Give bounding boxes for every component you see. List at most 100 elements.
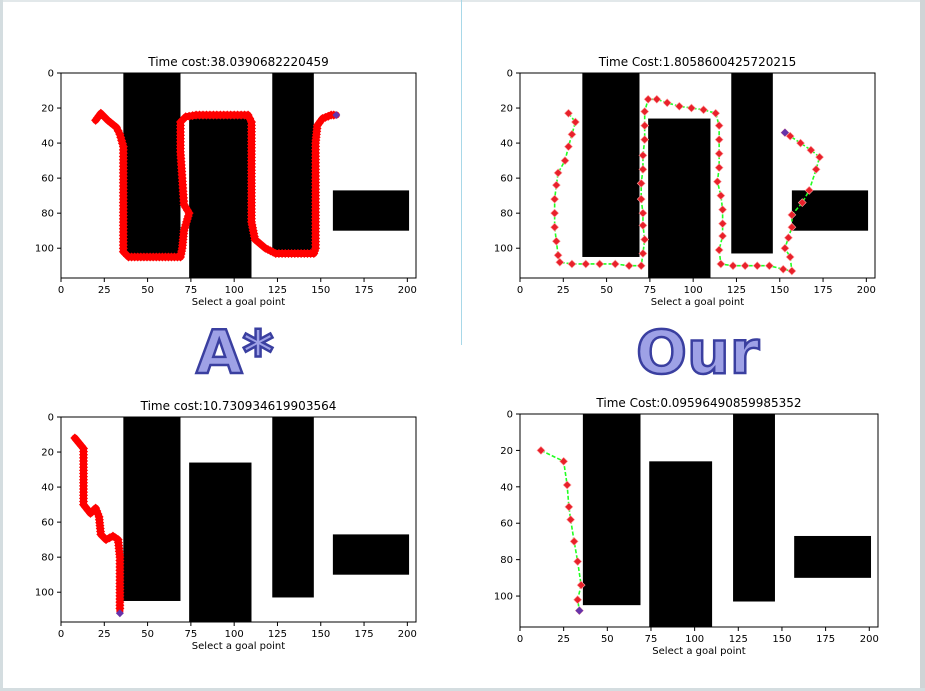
x-tick-label: 150 — [311, 285, 330, 296]
ours-path-marker — [640, 235, 650, 244]
obstacle-1 — [582, 414, 641, 606]
ours-path-marker — [718, 205, 727, 215]
chart-panel-4: Time Cost:0.09596490859985352 0 25 50 75 100 1… — [494, 396, 879, 657]
x-tick-label: 200 — [857, 285, 876, 296]
ours-path-marker — [640, 121, 650, 130]
x-tick-label: 75 — [644, 285, 657, 296]
x-axis-label: Select a goal point — [192, 297, 285, 308]
ours-path-marker — [595, 259, 605, 269]
y-tick-label: 40 — [41, 483, 54, 494]
ours-path-marker — [718, 219, 727, 229]
ours-path-marker — [576, 580, 586, 590]
ours-path-marker — [636, 179, 646, 188]
y-tick-label: 100 — [494, 592, 513, 603]
ours-path-marker — [638, 150, 648, 160]
y-tick-label: 80 — [500, 555, 513, 566]
y-tick-label: 60 — [41, 518, 54, 529]
ours-path-marker — [573, 595, 583, 605]
axes-frame — [519, 413, 879, 628]
x-tick-label: 150 — [311, 629, 330, 640]
y-tick-label: 20 — [41, 104, 54, 115]
chart-title: Time Cost:0.09596490859985352 — [595, 396, 801, 410]
ours-path-marker — [610, 259, 620, 269]
y-tick-label: 20 — [500, 446, 513, 457]
x-tick-label: 0 — [517, 285, 523, 296]
x-tick-label: 50 — [141, 285, 154, 296]
ours-path-marker — [640, 107, 650, 116]
ours-path-marker — [581, 259, 591, 269]
y-tick-label: 80 — [41, 209, 54, 220]
ours-path-marker — [560, 156, 570, 165]
ours-path-marker — [643, 94, 653, 104]
y-tick-label: 0 — [507, 410, 513, 421]
ours-path-marker — [740, 261, 750, 271]
ours-path-marker — [699, 105, 708, 115]
ours-path-marker — [553, 168, 563, 178]
x-tick-label: 200 — [398, 629, 417, 640]
ours-path-marker — [711, 108, 721, 118]
ours-path-marker — [551, 236, 561, 246]
ours-path-marker — [624, 261, 634, 271]
y-tick-label: 40 — [41, 139, 54, 150]
ours-path-marker — [780, 243, 790, 253]
obstacle-2 — [189, 462, 252, 622]
x-tick-label: 75 — [645, 634, 658, 645]
ours-path-marker — [787, 210, 797, 220]
ours-path-marker — [536, 446, 546, 455]
x-tick-label: 100 — [225, 629, 244, 640]
ours-path-marker — [571, 117, 580, 127]
ours-path-marker — [638, 164, 648, 174]
ours-path-marker — [550, 194, 560, 204]
obstacle-1 — [582, 73, 640, 257]
ours-path-marker — [636, 194, 646, 204]
x-tick-label: 125 — [268, 285, 287, 296]
y-tick-label: 80 — [500, 209, 513, 220]
ours-path-marker — [687, 103, 696, 113]
x-tick-label: 100 — [225, 285, 244, 296]
ours-path-marker — [652, 94, 662, 104]
x-axis-label: Select a goal point — [652, 646, 745, 657]
obstacle-1 — [123, 73, 181, 257]
x-axis-label: Select a goal point — [651, 297, 744, 308]
chart-panel-1: Time cost:38.0390682220459 0 25 50 75 100 125 1… — [35, 55, 417, 308]
ours-path-marker — [714, 163, 724, 172]
obstacle-1 — [123, 417, 181, 601]
y-tick-label: 60 — [500, 174, 513, 185]
ours-path-marker — [674, 101, 684, 111]
ours-path-marker — [778, 264, 788, 274]
chart-panel-3: Time cost:10.730934619903564 0 25 50 75 100 12… — [35, 399, 417, 652]
ours-path-marker — [718, 231, 727, 241]
x-tick-label: 125 — [268, 629, 287, 640]
panel-divider — [461, 0, 462, 345]
y-tick-label: 0 — [48, 413, 54, 424]
ours-path-marker — [562, 480, 572, 490]
x-tick-label: 200 — [860, 634, 879, 645]
ours-path-marker — [716, 259, 726, 269]
ours-path-marker — [566, 515, 576, 524]
x-tick-label: 0 — [517, 634, 523, 645]
ours-path-marker — [567, 259, 577, 269]
obstacle-2 — [189, 118, 252, 278]
ours-path-marker — [752, 261, 762, 271]
goal-point-marker — [780, 128, 789, 137]
chart-title: Time cost:10.730934619903564 — [140, 399, 337, 413]
astar-label: A* — [195, 318, 275, 388]
y-tick-label: 40 — [500, 482, 513, 493]
ours-path-marker — [815, 152, 824, 162]
obstacle-2 — [648, 118, 711, 278]
frame-right-border — [920, 0, 925, 691]
frame-left-border — [0, 0, 3, 691]
ours-path-marker — [797, 198, 807, 208]
x-tick-label: 175 — [355, 629, 374, 640]
x-tick-label: 25 — [557, 634, 570, 645]
ours-path-marker — [787, 266, 797, 276]
ours-path-marker — [713, 177, 722, 187]
ours-path-marker — [550, 208, 560, 218]
ours-label: Our — [635, 318, 761, 388]
chart-panel-2: Time Cost:1.8058600425720215 0 25 50 75 100 12… — [494, 55, 876, 308]
ours-path-marker — [785, 252, 795, 262]
y-tick-label: 100 — [35, 588, 54, 599]
x-tick-label: 50 — [601, 634, 614, 645]
x-tick-label: 25 — [98, 629, 111, 640]
